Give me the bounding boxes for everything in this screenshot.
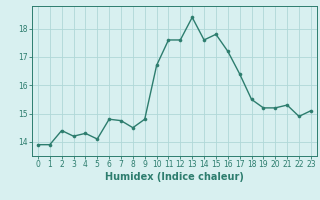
X-axis label: Humidex (Indice chaleur): Humidex (Indice chaleur) xyxy=(105,172,244,182)
